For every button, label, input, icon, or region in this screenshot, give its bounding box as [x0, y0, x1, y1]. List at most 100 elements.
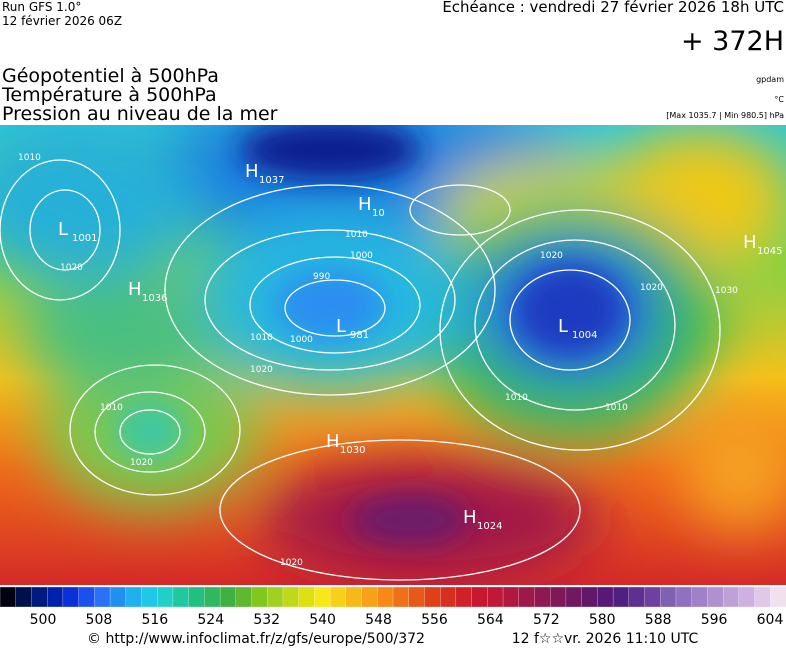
- map: [0, 125, 786, 585]
- center-kind: H: [358, 194, 372, 215]
- colorbar-label: 580: [589, 612, 616, 628]
- center-value: 1037: [259, 175, 284, 186]
- colorbar-label: 588: [645, 612, 672, 628]
- isobar-label: 1010: [345, 230, 368, 240]
- isobar-label: 1020: [280, 558, 303, 568]
- unit: °C: [774, 95, 784, 104]
- center-value: 1036: [142, 293, 167, 304]
- colorbar-swatch: [345, 586, 363, 608]
- colorbar-swatch: [267, 586, 284, 608]
- colorbar-swatch: [0, 586, 17, 608]
- isobar-label: 1020: [60, 263, 83, 273]
- run-date: 12 février 2026 06Z: [2, 14, 122, 28]
- center-kind: H: [128, 279, 142, 300]
- colorbar-swatch: [188, 586, 206, 608]
- isobar-label: 1010: [605, 403, 628, 413]
- center-kind: H: [743, 232, 757, 253]
- colorbar-swatch: [660, 586, 677, 608]
- colorbar-swatch: [204, 586, 221, 608]
- colorbar-swatch: [361, 586, 378, 608]
- isobars: [0, 159, 721, 581]
- colorbar-swatch: [644, 586, 661, 608]
- colorbar-swatch: [471, 586, 488, 608]
- colorbar-swatch: [550, 586, 567, 608]
- colorbar-label: 508: [86, 612, 113, 628]
- colorbar-swatch: [581, 586, 599, 608]
- center-value: 1045: [757, 246, 782, 257]
- colorbar-label: 604: [757, 612, 784, 628]
- colorbar-swatch: [565, 586, 583, 608]
- colorbar-swatch: [329, 586, 347, 608]
- colorbar-swatch: [78, 586, 95, 608]
- colorbar-swatch: [94, 586, 111, 608]
- colorbar-swatch: [377, 586, 394, 608]
- isobar-label: 1020: [130, 458, 153, 468]
- colorbar-label: 532: [253, 612, 280, 628]
- title: Température à 500hPa: [1, 84, 217, 106]
- colorbar-swatch: [754, 586, 771, 608]
- colorbar-swatch: [518, 586, 536, 608]
- colorbar-label: 516: [141, 612, 168, 628]
- colorbar-label: 524: [197, 612, 224, 628]
- colorbar-swatch: [235, 586, 253, 608]
- center-value: 981: [350, 330, 369, 341]
- colorbar-swatch: [282, 586, 300, 608]
- colorbar-label: 540: [309, 612, 336, 628]
- colorbar-swatch: [707, 586, 724, 608]
- colorbar-swatch: [392, 586, 410, 608]
- title: Pression au niveau de la mer: [2, 103, 278, 125]
- center-value: 1001: [72, 233, 97, 244]
- isobar-label: 1010: [505, 393, 528, 403]
- colorbar-swatch: [157, 586, 174, 608]
- isobar-label: 1020: [640, 283, 663, 293]
- colorbar-swatch: [109, 586, 127, 608]
- center-value: 1030: [340, 445, 365, 456]
- colorbar: [0, 586, 786, 608]
- colorbar-swatch: [47, 586, 64, 608]
- colorbar-swatch: [628, 586, 646, 608]
- isobar-label: 1010: [250, 333, 273, 343]
- isobar-label: 1030: [715, 286, 738, 296]
- colorbar-label: 548: [365, 612, 392, 628]
- colorbar-swatch: [487, 586, 504, 608]
- center-value: 1004: [572, 330, 597, 341]
- center-kind: H: [245, 161, 259, 182]
- colorbar-swatch: [675, 586, 693, 608]
- isobar-label: 990: [313, 272, 330, 282]
- colorbar-swatch: [172, 586, 190, 608]
- center-kind: L: [58, 219, 68, 240]
- colorbar-swatch: [534, 586, 551, 608]
- unit: [Max 1035.7 | Min 980.5] hPa: [666, 111, 784, 120]
- source: © http://www.infoclimat.fr/z/gfs/europe/…: [87, 631, 425, 647]
- isobar-label: 1020: [250, 365, 273, 375]
- generated: 12 f☆☆vr. 2026 11:10 UTC: [512, 631, 699, 647]
- colorbar-swatch: [455, 586, 473, 608]
- run: Run GFS 1.0°: [2, 0, 81, 14]
- title: Géopotentiel à 500hPa: [2, 65, 219, 87]
- colorbar-swatch: [770, 586, 786, 608]
- center-value: 10: [372, 208, 385, 219]
- colorbar-label: 556: [421, 612, 448, 628]
- colorbar-swatch: [31, 586, 48, 608]
- isobar-label: 1020: [540, 251, 563, 261]
- unit: gpdam: [756, 75, 784, 84]
- colorbar-label: 596: [701, 612, 728, 628]
- colorbar-swatch: [219, 586, 237, 608]
- colorbar-swatch: [738, 586, 756, 608]
- center-kind: H: [326, 431, 340, 452]
- lead-time: + 372H: [681, 26, 784, 57]
- colorbar-swatch: [424, 586, 441, 608]
- colorbar-swatch: [722, 586, 740, 608]
- colorbar-swatch: [314, 586, 331, 608]
- colorbar-label: 564: [477, 612, 504, 628]
- isobar-label: 1010: [18, 153, 41, 163]
- center-kind: H: [463, 507, 477, 528]
- colorbar-swatch: [612, 586, 630, 608]
- isobar-label: 1010: [100, 403, 123, 413]
- valid-time: Echéance : vendredi 27 février 2026 18h …: [442, 0, 784, 16]
- colorbar-swatch: [62, 586, 80, 608]
- colorbar-label: 572: [533, 612, 560, 628]
- isobar-label: 1000: [290, 335, 313, 345]
- colorbar-swatch: [597, 586, 614, 608]
